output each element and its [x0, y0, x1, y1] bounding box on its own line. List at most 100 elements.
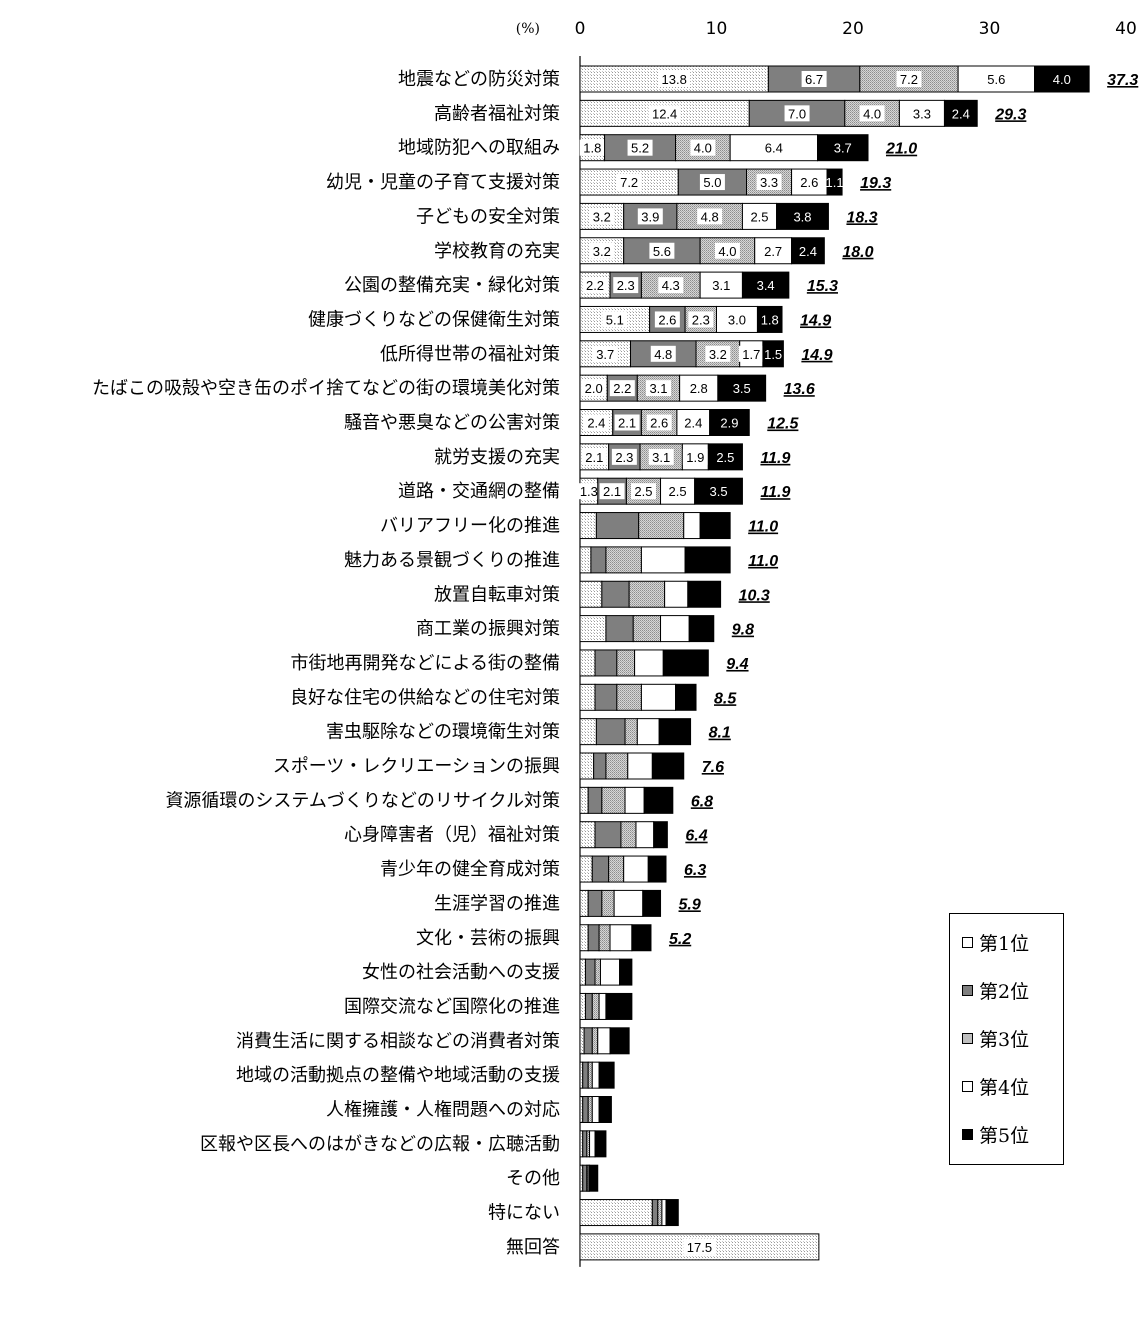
data-label: 3.8 — [793, 209, 811, 224]
bar-segment — [597, 1027, 611, 1055]
data-label-bg — [589, 208, 615, 225]
data-label: 2.3 — [617, 278, 635, 293]
bar-segment — [579, 1199, 653, 1227]
bar-segment — [579, 580, 603, 608]
data-label: 3.7 — [834, 141, 852, 156]
bar-segment — [651, 1199, 659, 1227]
data-label: 2.5 — [716, 450, 734, 465]
data-label: 3.7 — [596, 347, 614, 362]
bar-segment — [1034, 65, 1090, 93]
data-label: 2.5 — [669, 484, 687, 499]
bar-segment — [616, 683, 642, 711]
bar-segment — [594, 821, 622, 849]
category-label: 騒音や悪臭などの公害対策 — [344, 413, 560, 434]
data-label-bg — [650, 345, 676, 362]
bar-segment — [594, 1130, 607, 1158]
bar-segment — [591, 1096, 600, 1123]
category-label: バリアフリー化の推進 — [380, 516, 560, 537]
data-label: 1.9 — [686, 450, 704, 465]
bar-segment — [636, 718, 660, 746]
total-label: 18.0 — [842, 244, 873, 261]
category-label: 道路・交通網の整備 — [398, 481, 560, 502]
bar-segment — [587, 1061, 593, 1089]
category-label: 心身障害者（児）福祉対策 — [344, 825, 560, 846]
bar-segment — [619, 958, 633, 986]
bar-segment — [665, 1199, 679, 1227]
category-label: 低所得世帯の福祉対策 — [380, 344, 560, 365]
category-label: 健康づくりなどの保健衛生対策 — [308, 309, 560, 330]
data-label-bg — [582, 277, 608, 294]
legend-item: 第2位 — [962, 978, 1029, 1003]
bar-segment — [605, 752, 629, 780]
data-label-bg — [579, 139, 605, 156]
bar-segment — [638, 512, 685, 540]
bar-segment — [605, 546, 642, 574]
data-label-bg — [614, 414, 640, 431]
bar-segment — [582, 1096, 589, 1123]
bar-segment — [584, 992, 593, 1020]
total-label: 37.3 — [1107, 72, 1138, 89]
category-label: 就労支援の充実 — [434, 447, 560, 468]
data-label-bg — [697, 208, 723, 225]
bar-segment — [605, 615, 634, 643]
bar-segment — [579, 889, 589, 917]
legend-label: 第5位 — [979, 1124, 1030, 1147]
bar-segment — [651, 752, 685, 780]
data-label-bg — [705, 345, 731, 362]
bar-segment — [717, 374, 767, 402]
data-label-bg — [909, 105, 935, 122]
bar-segment — [687, 580, 722, 608]
data-label: 1.1 — [826, 175, 844, 190]
legend: 第1位 第2位 第3位 第4位 第5位 — [949, 913, 1064, 1165]
category-label: 地域の活動拠点の整備や地域活動の支援 — [236, 1065, 560, 1086]
data-label: 5.1 — [606, 312, 624, 327]
bar-segment — [582, 1130, 588, 1158]
bar-segment — [628, 580, 666, 608]
bar-segment — [635, 821, 655, 849]
bar-segment — [661, 1199, 667, 1227]
bar-segment — [694, 477, 743, 505]
data-label-bg — [796, 174, 822, 191]
bar-segment — [699, 512, 731, 540]
data-label: 1.5 — [764, 347, 782, 362]
data-label-bg — [683, 1238, 716, 1255]
bar-segment — [660, 615, 690, 643]
data-label: 3.1 — [712, 278, 730, 293]
category-label: 人権擁護・人権問題への対応 — [326, 1100, 560, 1121]
bar-segment — [609, 1027, 630, 1055]
data-label-bg — [654, 311, 680, 328]
bars: 13.8 6.7 7.2 5.6 4.0 37.3 12.4 7.0 4.0 3.3 2.4 29.3… — [576, 65, 1138, 1261]
bar-segment — [683, 512, 701, 540]
category-label: 害虫駆除などの環境衛生対策 — [326, 722, 560, 743]
total-label: 12.5 — [767, 416, 799, 433]
data-label-bg — [658, 71, 691, 87]
total-label: 8.1 — [709, 725, 731, 742]
data-label: 4.8 — [654, 347, 672, 362]
data-label: 3.2 — [593, 209, 611, 224]
total-label: 11.0 — [748, 553, 778, 570]
bar-segment — [601, 889, 615, 917]
bar-segment — [627, 752, 653, 780]
data-label: 2.6 — [650, 416, 668, 431]
data-label: 17.5 — [687, 1240, 712, 1255]
bar-segment — [587, 1096, 593, 1123]
category-label: 地震などの防災対策 — [398, 69, 560, 90]
bar-segment — [620, 821, 637, 849]
category-label: 市街地再開発などによる街の整備 — [291, 653, 560, 674]
total-label: 5.9 — [679, 896, 701, 913]
x-tick-label: 10 — [706, 19, 728, 39]
legend-swatch — [962, 984, 973, 996]
category-label: 区報や区長へのはがきなどの広報・広聴活動 — [200, 1134, 560, 1155]
data-label: 2.1 — [585, 450, 603, 465]
data-label: 1.7 — [742, 347, 760, 362]
category-label: スポーツ・レクリエーションの振興 — [273, 756, 560, 777]
data-label: 1.8 — [761, 312, 779, 327]
category-label: 無回答 — [506, 1237, 560, 1258]
data-label-bg — [760, 242, 786, 259]
bar-segment — [579, 512, 597, 540]
data-label-bg — [602, 311, 628, 328]
data-label: 3.5 — [710, 484, 728, 499]
data-label-bg — [589, 242, 615, 259]
data-label: 2.2 — [613, 381, 631, 396]
data-label-bg — [983, 71, 1009, 87]
